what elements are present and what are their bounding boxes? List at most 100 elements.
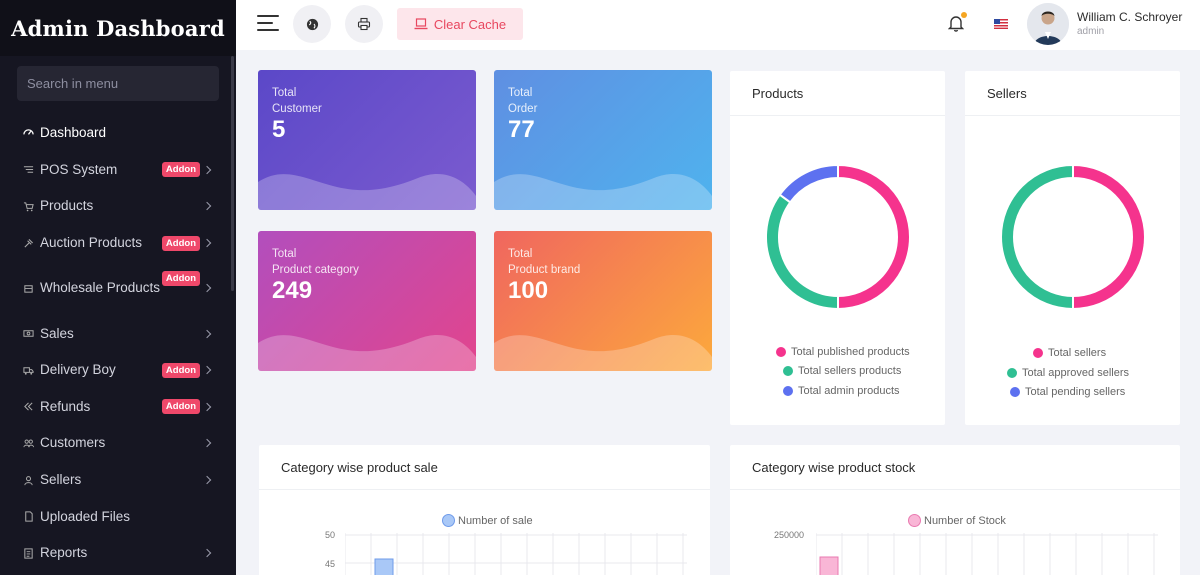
- users-icon: [22, 437, 34, 449]
- stat-value: 100: [508, 277, 549, 304]
- sidebar-item-label: Customers: [40, 435, 106, 451]
- sidebar-item-label: Delivery Boy: [40, 362, 116, 378]
- products-panel: Products Total published products Total …: [730, 71, 945, 425]
- avatar[interactable]: [1027, 3, 1069, 45]
- stat-card-customers[interactable]: Total Customer 5: [258, 70, 476, 210]
- legend-item[interactable]: Total pending sellers: [1010, 386, 1125, 398]
- category-stock-panel: Category wise product stock Number of St…: [730, 445, 1180, 575]
- legend-label: Total published products: [791, 346, 910, 358]
- sidebar-item-refunds[interactable]: Refunds Addon: [0, 389, 236, 426]
- sidebar-item-products[interactable]: Products: [0, 188, 236, 225]
- sidebar-item-reports[interactable]: Reports: [0, 535, 236, 572]
- legend-item[interactable]: Total sellers products: [783, 365, 901, 377]
- folder-icon: [22, 511, 34, 523]
- sidebar-menu: Dashboard POS System Addon Products Auct…: [0, 115, 236, 572]
- printer-icon: [357, 17, 371, 31]
- sidebar-item-sellers[interactable]: Sellers: [0, 462, 236, 499]
- sidebar-item-uploaded-files[interactable]: Uploaded Files: [0, 498, 236, 535]
- sidebar-item-label: POS System: [40, 161, 118, 177]
- legend-item[interactable]: Total published products: [776, 346, 910, 358]
- y-tick-label: 50: [325, 530, 336, 540]
- sidebar-item-auction-products[interactable]: Auction Products Addon: [0, 225, 236, 262]
- stat-value: 5: [272, 116, 286, 143]
- sale-bar[interactable]: [374, 558, 394, 575]
- stat-card-product-brand[interactable]: Total Product brand 100: [494, 231, 712, 371]
- sidebar-item-pos-system[interactable]: POS System Addon: [0, 152, 236, 189]
- addon-badge: Addon: [161, 362, 200, 378]
- user-name[interactable]: William C. Schroyer: [1077, 10, 1183, 24]
- legend-label: Total admin products: [798, 385, 900, 397]
- refund-icon: [22, 401, 34, 413]
- divider: [965, 115, 1180, 116]
- addon-badge: Addon: [161, 399, 200, 415]
- sidebar-item-label: Auction Products: [40, 235, 143, 251]
- sidebar-item-sales[interactable]: Sales: [0, 315, 236, 352]
- sellers-slice-0[interactable]: [1072, 163, 1146, 311]
- wave-decoration: [494, 174, 712, 210]
- sellers-donut-chart: [1000, 163, 1146, 311]
- stat-card-product-category[interactable]: Total Product category 249: [258, 231, 476, 371]
- panel-title: Products: [752, 86, 804, 101]
- sidebar-item-wholesale-products[interactable]: Wholesale Products Addon: [0, 261, 236, 315]
- money-icon: [22, 328, 34, 340]
- sidebar-item-label: Refunds: [40, 398, 91, 414]
- sale-bar-chart-grid: [345, 533, 687, 575]
- sidebar-item-label: Wholesale Products: [40, 280, 161, 296]
- laptop-icon: [414, 18, 428, 30]
- logo[interactable]: Admin Dashboard: [0, 0, 236, 56]
- sellers-panel: Sellers Total sellers Total approved sel…: [965, 71, 1180, 425]
- sidebar-item-delivery-boy[interactable]: Delivery Boy Addon: [0, 352, 236, 389]
- category-sale-panel: Category wise product sale Number of sal…: [259, 445, 710, 575]
- chart-legend[interactable]: Number of sale: [442, 514, 533, 527]
- stat-card-orders[interactable]: Total Order 77: [494, 70, 712, 210]
- sidebar-scrollbar[interactable]: [231, 56, 234, 291]
- wholesale-icon: [22, 282, 34, 294]
- bell-icon[interactable]: [948, 14, 964, 32]
- legend-item[interactable]: Total approved sellers: [1007, 367, 1129, 379]
- globe-icon: [306, 18, 318, 30]
- sidebar-item-customers[interactable]: Customers: [0, 425, 236, 462]
- products-donut-chart: [765, 163, 911, 311]
- divider: [730, 489, 1180, 490]
- panel-title: Category wise product sale: [281, 460, 438, 475]
- y-tick-label: 45: [325, 559, 336, 569]
- legend-label: Total approved sellers: [1022, 367, 1130, 379]
- clear-cache-button[interactable]: Clear Cache: [397, 8, 523, 40]
- sidebar-item-label: Reports: [40, 545, 88, 561]
- sidebar-item-label: Products: [40, 198, 94, 214]
- products-slice-1[interactable]: [765, 193, 839, 311]
- pos-print-button[interactable]: [345, 5, 383, 43]
- user-role: admin: [1077, 26, 1105, 37]
- wave-decoration: [258, 174, 476, 210]
- dashboard-icon: [22, 127, 34, 139]
- products-slice-0[interactable]: [837, 163, 911, 311]
- app-title: Admin Dashboard: [11, 15, 225, 41]
- divider: [730, 115, 945, 116]
- stat-label: Total Order: [508, 87, 538, 115]
- cart-icon: [22, 200, 34, 212]
- legend-label: Number of sale: [458, 514, 533, 527]
- sidebar-item-label: Uploaded Files: [40, 508, 131, 524]
- panel-title: Sellers: [987, 86, 1027, 101]
- addon-badge: Addon: [161, 235, 200, 251]
- website-button[interactable]: [293, 5, 331, 43]
- chart-legend[interactable]: Number of Stock: [908, 514, 1006, 527]
- stat-value: 249: [272, 277, 313, 304]
- stock-bar[interactable]: [819, 556, 839, 575]
- wave-decoration: [494, 335, 712, 371]
- sidebar-item-label: Sales: [40, 325, 74, 341]
- search-input[interactable]: [27, 76, 207, 91]
- legend-item[interactable]: Total sellers: [1033, 347, 1106, 359]
- products-slice-2[interactable]: [778, 163, 839, 204]
- user-icon: [22, 474, 34, 486]
- stat-label: Total Product category: [272, 248, 359, 276]
- menu-toggle-icon[interactable]: [257, 15, 279, 33]
- legend-label: Total pending sellers: [1025, 386, 1126, 398]
- legend-item[interactable]: Total admin products: [783, 385, 900, 397]
- us-flag-icon[interactable]: [994, 19, 1008, 29]
- sellers-slice-1[interactable]: [1000, 163, 1074, 311]
- sidebar-item-dashboard[interactable]: Dashboard: [0, 115, 236, 152]
- sidebar-item-label: Dashboard: [40, 125, 107, 141]
- stock-bar-chart-grid: [816, 533, 1158, 575]
- divider: [259, 489, 710, 490]
